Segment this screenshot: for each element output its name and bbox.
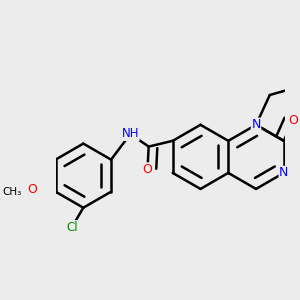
Text: N: N	[279, 167, 289, 179]
Text: Cl: Cl	[66, 221, 78, 234]
Text: N: N	[251, 118, 261, 131]
Text: O: O	[142, 163, 152, 176]
Text: O: O	[28, 183, 38, 196]
Text: O: O	[288, 114, 298, 127]
Text: CH₃: CH₃	[2, 187, 22, 197]
Text: NH: NH	[122, 128, 139, 140]
